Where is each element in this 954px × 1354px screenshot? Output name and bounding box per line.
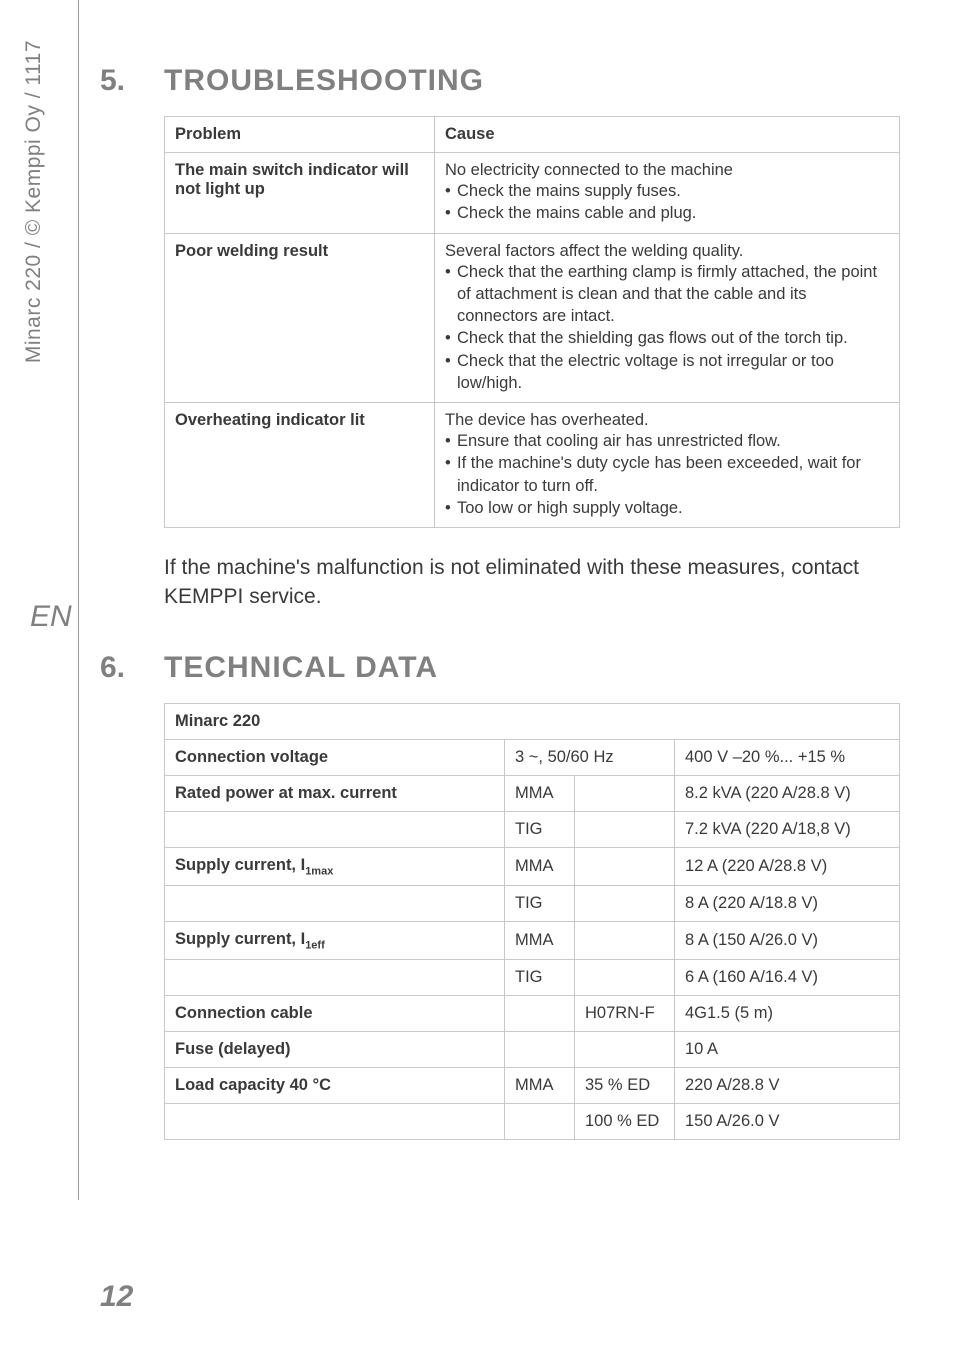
td-value: 400 V –20 %... +15 % (675, 739, 900, 775)
cause-item: Too low or high supply voltage. (445, 497, 889, 519)
language-label: EN (30, 600, 72, 634)
table-row: TIG 8 A (220 A/18.8 V) (165, 886, 900, 922)
td-col3 (575, 960, 675, 996)
table-row: The main switch indicator will not light… (165, 153, 900, 234)
table-row: Supply current, I1effMMA 8 A (150 A/26.0 … (165, 922, 900, 960)
technical-data-table: Minarc 220 Connection voltage3 ~, 50/60 … (164, 703, 900, 1141)
td-col3 (575, 775, 675, 811)
problem-cell: The main switch indicator will not light… (165, 153, 435, 234)
td-value: 220 A/28.8 V (675, 1068, 900, 1104)
cause-cell: Several factors affect the welding quali… (435, 233, 900, 403)
td-label (165, 960, 505, 996)
table-row: Connection voltage3 ~, 50/60 Hz400 V –20… (165, 739, 900, 775)
page: Minarc 220 / © Kemppi Oy / 1117 EN 12 5.… (0, 0, 954, 1354)
table-row: 100 % ED150 A/26.0 V (165, 1104, 900, 1140)
cause-lead: No electricity connected to the machine (445, 161, 889, 180)
td-col2: MMA (505, 1068, 575, 1104)
td-label: Connection cable (165, 996, 505, 1032)
td-value: 7.2 kVA (220 A/18,8 V) (675, 811, 900, 847)
sidebar-text: Minarc 220 / © Kemppi Oy / 1117 (22, 40, 46, 363)
td-device-name: Minarc 220 (165, 703, 900, 739)
td-value: 12 A (220 A/28.8 V) (675, 847, 900, 885)
td-col2 (505, 996, 575, 1032)
td-col3 (575, 886, 675, 922)
cause-item: Check that the shielding gas flows out o… (445, 327, 889, 349)
th-cause: Cause (435, 117, 900, 153)
section-6-number: 6. (100, 651, 164, 685)
section-6-heading: 6. TECHNICAL DATA (100, 651, 900, 685)
table-row: TIG 7.2 kVA (220 A/18,8 V) (165, 811, 900, 847)
table-row: Rated power at max. currentMMA 8.2 kVA (2… (165, 775, 900, 811)
cause-item: Ensure that cooling air has unrestricted… (445, 430, 889, 452)
td-label: Supply current, I1eff (165, 922, 505, 960)
cause-item: Check that the electric voltage is not i… (445, 350, 889, 395)
table-row: Supply current, I1maxMMA 12 A (220 A/28.8… (165, 847, 900, 885)
td-col2: TIG (505, 960, 575, 996)
table-row: Poor welding result Several factors affec… (165, 233, 900, 403)
cause-list: Ensure that cooling air has unrestricted… (445, 430, 889, 519)
cause-item: If the machine's duty cycle has been exc… (445, 452, 889, 497)
td-label (165, 811, 505, 847)
td-title-row: Minarc 220 (165, 703, 900, 739)
td-value: 150 A/26.0 V (675, 1104, 900, 1140)
td-col3 (575, 811, 675, 847)
table-row: Overheating indicator litThe device has … (165, 403, 900, 528)
section-6-title: TECHNICAL DATA (164, 651, 438, 685)
td-label (165, 1104, 505, 1140)
td-label: Rated power at max. current (165, 775, 505, 811)
cause-cell: No electricity connected to the machineC… (435, 153, 900, 234)
td-col2: TIG (505, 811, 575, 847)
td-label: Supply current, I1max (165, 847, 505, 885)
cause-lead: Several factors affect the welding quali… (445, 242, 889, 261)
troubleshooting-table: Problem Cause The main switch indicator … (164, 116, 900, 528)
cause-list: Check the mains supply fuses.Check the m… (445, 180, 889, 225)
td-label: Fuse (delayed) (165, 1032, 505, 1068)
cause-item: Check the mains cable and plug. (445, 202, 889, 224)
td-col3: H07RN-F (575, 996, 675, 1032)
td-col2: 3 ~, 50/60 Hz (505, 739, 675, 775)
td-col2: TIG (505, 886, 575, 922)
section-5-footer-paragraph: If the machine's malfunction is not elim… (164, 554, 900, 611)
td-value: 8 A (220 A/18.8 V) (675, 886, 900, 922)
td-col3: 35 % ED (575, 1068, 675, 1104)
td-value: 8.2 kVA (220 A/28.8 V) (675, 775, 900, 811)
content-area: 5. TROUBLESHOOTING Problem Cause The mai… (100, 64, 900, 1140)
table-row: Load capacity 40 °CMMA35 % ED220 A/28.8 … (165, 1068, 900, 1104)
table-row: TIG 6 A (160 A/16.4 V) (165, 960, 900, 996)
td-col2 (505, 1104, 575, 1140)
table-row: Fuse (delayed) 10 A (165, 1032, 900, 1068)
td-value: 6 A (160 A/16.4 V) (675, 960, 900, 996)
td-col3 (575, 922, 675, 960)
td-label: Connection voltage (165, 739, 505, 775)
table-header-row: Problem Cause (165, 117, 900, 153)
td-col2: MMA (505, 775, 575, 811)
td-label (165, 886, 505, 922)
section-5-title: TROUBLESHOOTING (164, 64, 484, 98)
td-value: 8 A (150 A/26.0 V) (675, 922, 900, 960)
cause-lead: The device has overheated. (445, 411, 889, 430)
td-col2 (505, 1032, 575, 1068)
section-5-heading: 5. TROUBLESHOOTING (100, 64, 900, 98)
problem-cell: Poor welding result (165, 233, 435, 403)
td-col3 (575, 1032, 675, 1068)
td-value: 4G1.5 (5 m) (675, 996, 900, 1032)
td-col3: 100 % ED (575, 1104, 675, 1140)
cause-cell: The device has overheated.Ensure that co… (435, 403, 900, 528)
vertical-rule (78, 0, 79, 1200)
table-row: Connection cable H07RN-F4G1.5 (5 m) (165, 996, 900, 1032)
page-number: 12 (100, 1280, 133, 1314)
td-value: 10 A (675, 1032, 900, 1068)
cause-item: Check the mains supply fuses. (445, 180, 889, 202)
td-label: Load capacity 40 °C (165, 1068, 505, 1104)
problem-cell: Overheating indicator lit (165, 403, 435, 528)
td-col2: MMA (505, 922, 575, 960)
cause-item: Check that the earthing clamp is firmly … (445, 261, 889, 328)
th-problem: Problem (165, 117, 435, 153)
cause-list: Check that the earthing clamp is firmly … (445, 261, 889, 395)
td-col3 (575, 847, 675, 885)
section-5-number: 5. (100, 64, 164, 98)
td-col2: MMA (505, 847, 575, 885)
